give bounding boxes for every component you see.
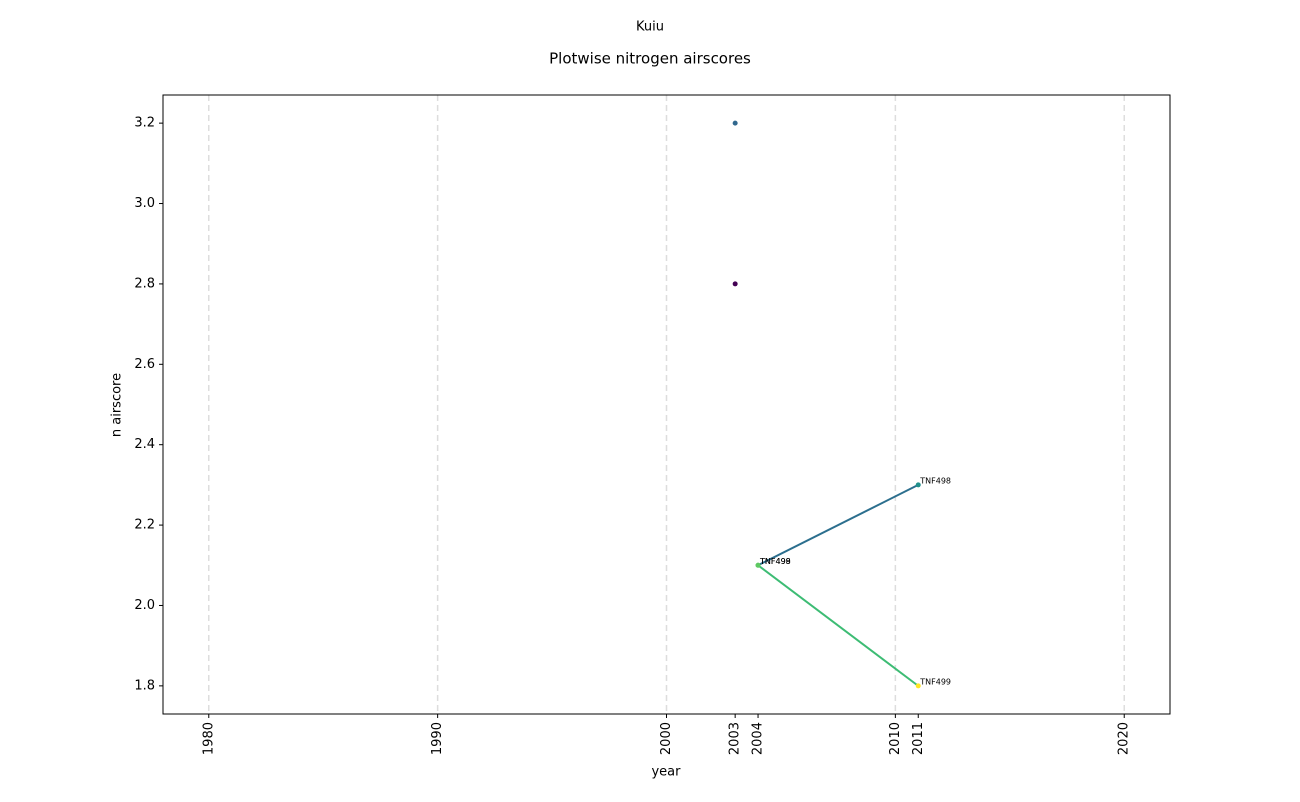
- y-tick-label: 2.6: [134, 357, 155, 372]
- y-tick-label: 2.4: [134, 437, 155, 452]
- y-tick-label: 3.2: [134, 116, 155, 131]
- plot-frame: [162, 94, 1171, 715]
- y-tick-label: 2.2: [134, 518, 155, 533]
- x-tick-label: 1990: [430, 722, 445, 755]
- y-axis-label: n airscore: [110, 373, 125, 437]
- x-tick-label: 2004: [751, 722, 766, 755]
- y-tick-label: 3.0: [134, 196, 155, 211]
- point: [915, 482, 921, 488]
- y-tick-label: 2.0: [134, 598, 155, 613]
- point: [755, 562, 761, 568]
- x-axis-label: year: [651, 765, 681, 780]
- x-tick-label: 2020: [1117, 722, 1132, 755]
- point-label: TNF498: [759, 557, 791, 566]
- point: [732, 281, 738, 287]
- point: [732, 120, 738, 126]
- series-line: [757, 564, 919, 687]
- y-tick-label: 1.8: [134, 678, 155, 693]
- x-tick-label: 2003: [728, 722, 743, 755]
- point-label: TNF499: [759, 557, 791, 566]
- x-tick-label: 2010: [888, 722, 903, 755]
- y-tick-label: 2.8: [134, 276, 155, 291]
- point: [915, 683, 921, 689]
- chart-title: Plotwise nitrogen airscores: [549, 50, 751, 68]
- x-tick-label: 2011: [911, 722, 926, 755]
- suptitle: Kuiu: [636, 20, 664, 35]
- point-label: TNF498: [919, 476, 951, 485]
- x-tick-label: 2000: [659, 722, 674, 755]
- x-tick-label: 1980: [201, 722, 216, 755]
- point-label: TNF499: [919, 677, 951, 686]
- series-line: [757, 483, 919, 567]
